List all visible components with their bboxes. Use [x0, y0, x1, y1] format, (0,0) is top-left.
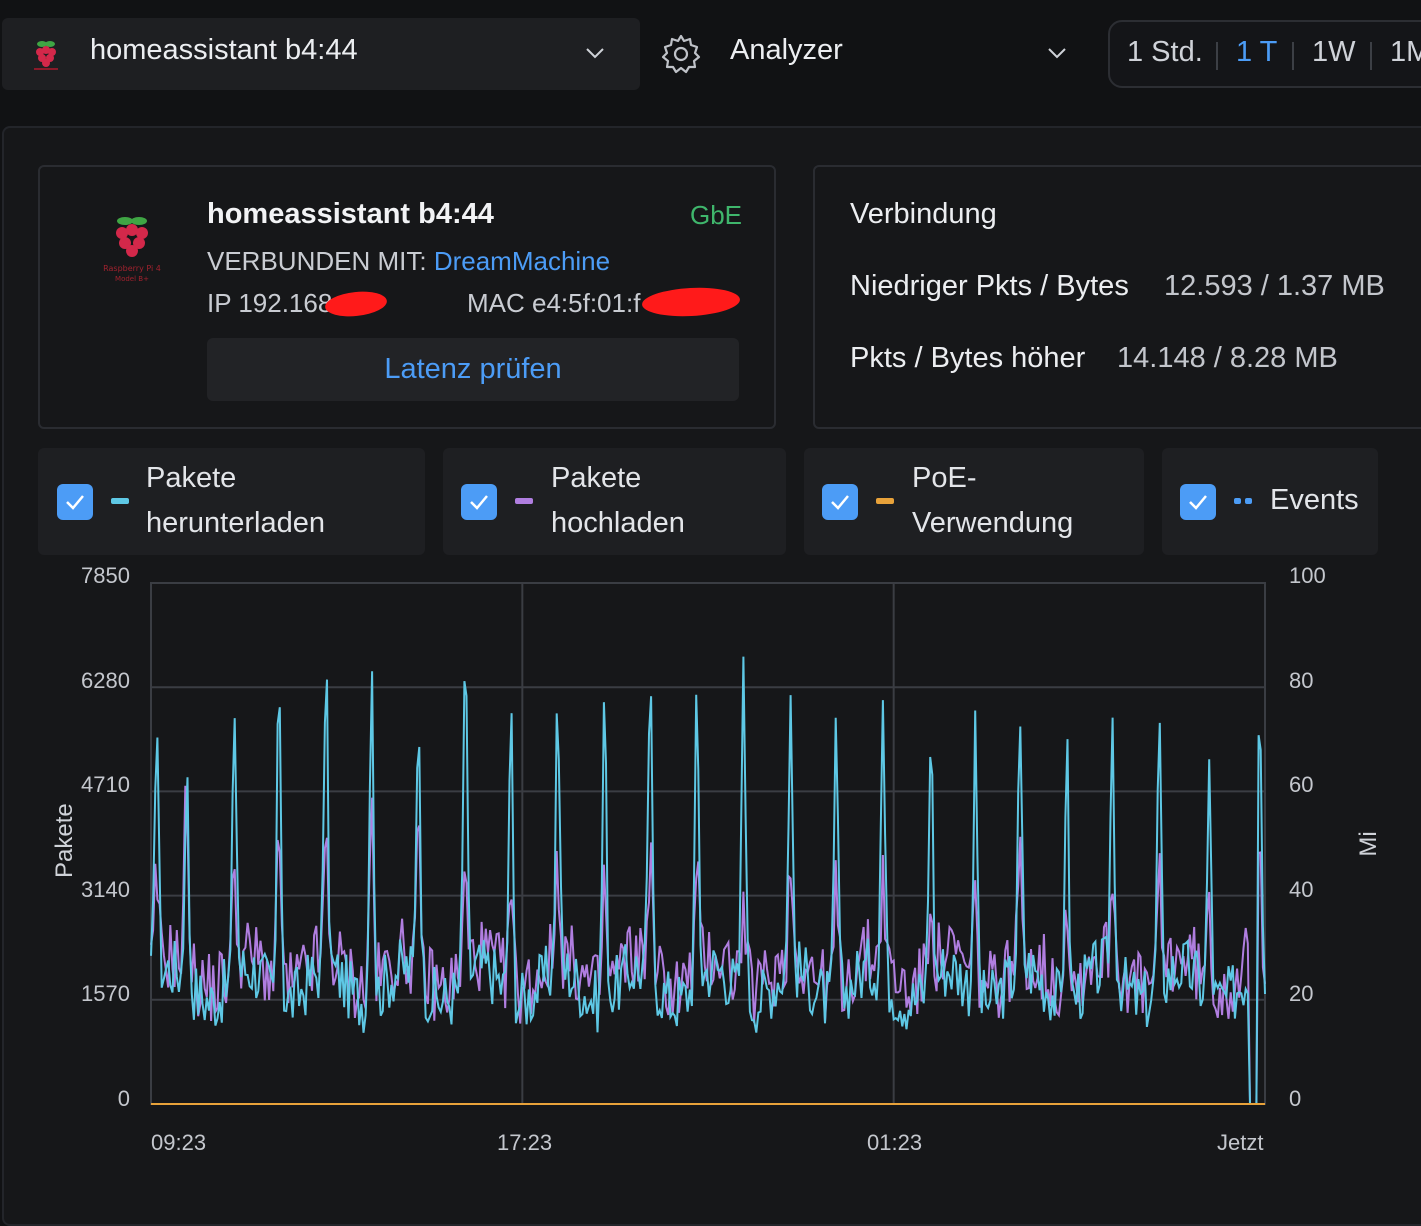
connected-to: VERBUNDEN MIT: DreamMachine [207, 246, 610, 277]
legend-events[interactable]: Events [1162, 448, 1378, 555]
view-select-label[interactable]: Analyzer [730, 34, 843, 66]
legend-poe[interactable]: PoE- Verwendung [804, 448, 1144, 555]
svg-text:Model B+: Model B+ [115, 275, 149, 283]
y2-tick: 40 [1289, 877, 1314, 902]
device-select-label: homeassistant b4:44 [90, 34, 358, 66]
legend-label: PoE- Verwendung [912, 462, 1074, 539]
legend-download[interactable]: Pakete herunterladen [38, 448, 425, 555]
high-pkts-value: 14.148 / 8.28 MB [1117, 342, 1338, 374]
ip-address: IP 192.168 [207, 288, 333, 318]
range-1d[interactable]: 1 T [1236, 36, 1278, 68]
legend-swatch [1234, 498, 1241, 504]
y2-tick: 100 [1289, 563, 1326, 588]
legend-upload[interactable]: Pakete hochladen [443, 448, 786, 555]
device-select[interactable] [2, 18, 640, 90]
y-tick: 6280 [81, 668, 130, 693]
x-tick: 09:23 [151, 1130, 207, 1155]
x-tick: 17:23 [497, 1130, 553, 1155]
check-latency-button[interactable]: Latenz prüfen [207, 338, 739, 401]
legend-label: Events [1270, 484, 1359, 516]
chevron-down-icon[interactable] [584, 42, 606, 64]
checkbox-checked-icon[interactable] [57, 484, 93, 520]
legend-swatch [111, 498, 129, 504]
y-tick: 0 [117, 1086, 130, 1111]
y2-axis-label: Mi [1355, 831, 1382, 857]
legend-label: Pakete herunterladen [146, 462, 325, 539]
connection-title: Verbindung [850, 198, 997, 230]
y-tick: 3140 [81, 877, 130, 902]
y2-tick: 60 [1289, 772, 1314, 797]
checkbox-checked-icon[interactable] [461, 484, 497, 520]
series-line-upload [150, 785, 1266, 1105]
low-pkts-value: 12.593 / 1.37 MB [1164, 270, 1385, 302]
y-axis-label: Pakete [51, 803, 78, 878]
connected-label: VERBUNDEN MIT: [207, 246, 427, 276]
chevron-down-icon[interactable] [1046, 42, 1068, 64]
connection-card [813, 165, 1421, 429]
range-1h[interactable]: 1 Std. [1127, 36, 1203, 68]
series-line-download [150, 656, 1266, 1105]
mac-address: MAC e4:5f:01:f [467, 288, 641, 318]
y2-tick: 20 [1289, 981, 1314, 1006]
high-pkts-label: Pkts / Bytes höher [850, 342, 1086, 374]
legend-label: Pakete hochladen [551, 462, 685, 539]
y2-tick: 80 [1289, 668, 1314, 693]
raspberry-pi-logo-icon [34, 41, 58, 70]
y-tick: 4710 [81, 772, 130, 797]
plot-frame [150, 582, 1266, 1105]
y-tick: 1570 [81, 981, 130, 1006]
x-tick: Jetzt [1217, 1130, 1264, 1155]
raspberry-pi-logo-icon: Raspberry Pi 4 Model B+ [103, 217, 161, 283]
x-tick: 01:23 [867, 1130, 923, 1155]
y-tick: 7850 [81, 563, 130, 588]
gear-icon [661, 34, 701, 74]
link-speed-badge: GbE [690, 200, 743, 230]
range-1m[interactable]: 1M [1390, 36, 1421, 68]
low-pkts-label: Niedriger Pkts / Bytes [850, 270, 1129, 302]
y2-tick: 0 [1289, 1086, 1302, 1111]
legend-swatch [515, 498, 533, 504]
legend-swatch [876, 498, 894, 504]
legend-swatch [1245, 498, 1252, 504]
checkbox-checked-icon[interactable] [1180, 484, 1216, 520]
range-1w[interactable]: 1W [1312, 36, 1356, 68]
uplink-link[interactable]: DreamMachine [433, 246, 611, 276]
time-range-selector: 1 Std. 1 T 1W 1M [1108, 20, 1421, 88]
svg-text:Raspberry Pi 4: Raspberry Pi 4 [103, 264, 161, 273]
checkbox-checked-icon[interactable] [822, 484, 858, 520]
device-title: homeassistant b4:44 [207, 198, 494, 230]
